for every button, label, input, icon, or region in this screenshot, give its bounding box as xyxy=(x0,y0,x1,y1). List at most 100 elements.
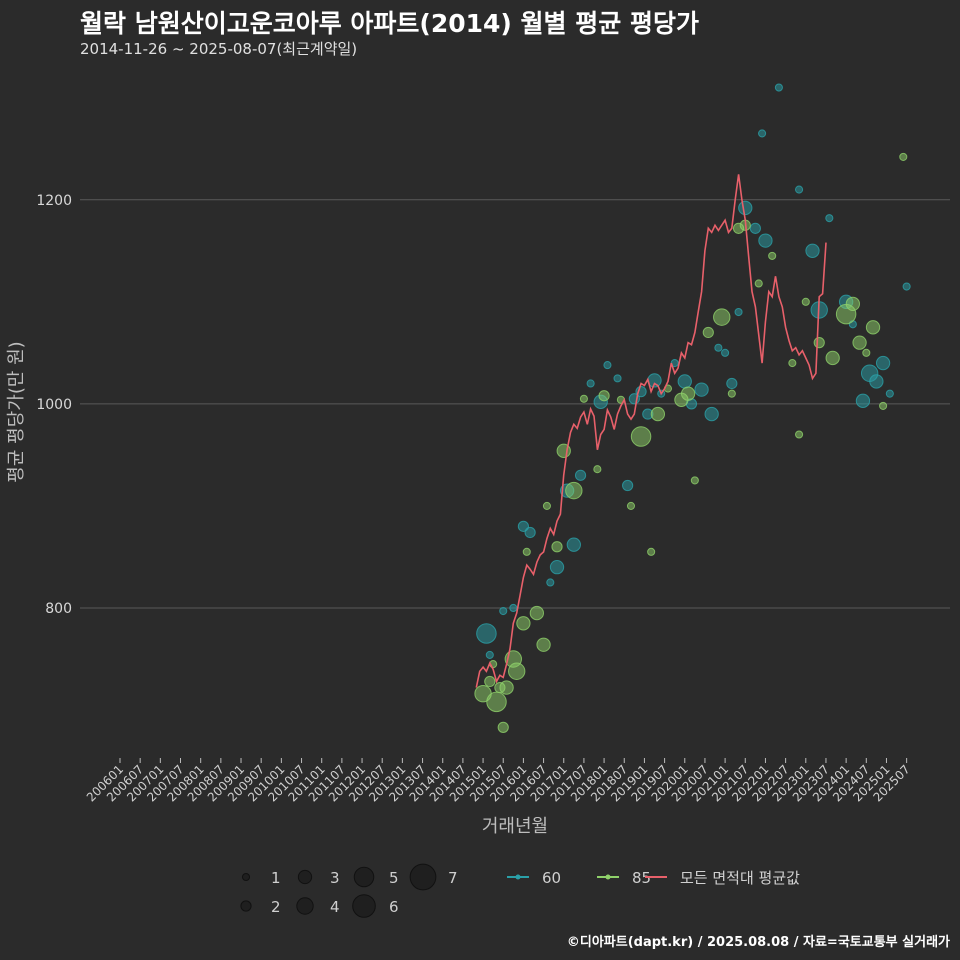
scatter-point-60 xyxy=(726,377,738,390)
scatter-point-60 xyxy=(603,361,612,370)
y-axis-ticks: 800 1000 1200 xyxy=(36,193,72,617)
scatter-point-60 xyxy=(738,200,753,216)
legend-size-label: 5 xyxy=(389,869,399,887)
scatter-point-60 xyxy=(749,222,761,234)
scatter-point-60 xyxy=(546,578,555,587)
legend-size-label: 6 xyxy=(389,898,399,916)
scatter-point-60 xyxy=(885,389,894,398)
scatter-point-85 xyxy=(702,326,714,339)
legend-series-label: 60 xyxy=(542,869,561,887)
scatter-point-60 xyxy=(586,379,595,388)
y-tick-label: 1200 xyxy=(36,193,72,209)
x-axis-label: 거래년월 xyxy=(482,816,548,837)
scatter-point-60 xyxy=(714,343,723,352)
scatter-point-85 xyxy=(516,616,531,631)
scatter-point-60 xyxy=(758,233,773,248)
scatter-point-60 xyxy=(509,603,518,613)
grid-lines xyxy=(80,199,950,609)
x-axis-ticks: 2006012006072007012007072008012008072009… xyxy=(84,758,913,805)
y-axis-label: 평균 평당가(만 원) xyxy=(6,341,27,482)
scatter-point-85 xyxy=(813,337,825,349)
scatter-point-85 xyxy=(565,481,583,500)
scatter-point-60 xyxy=(566,537,581,552)
scatter-point-85 xyxy=(795,430,804,439)
scatter-point-60 xyxy=(795,185,804,194)
legend-size-label: 2 xyxy=(271,898,281,916)
scatter-point-60 xyxy=(774,83,783,92)
scatter-point-85 xyxy=(551,541,563,553)
scatter-point-60 xyxy=(549,560,565,575)
scatter-point-85 xyxy=(768,251,777,260)
scatter-point-85 xyxy=(484,675,496,688)
scatter-point-85 xyxy=(536,637,551,652)
legend: 1 2 3 4 5 6 7 60 85 모든 면적대 평균값 xyxy=(240,863,800,918)
scatter-point-85 xyxy=(852,335,867,350)
legend-size-key xyxy=(409,863,437,891)
source-credit: ©디아파트(dapt.kr) / 2025.08.08 / 자료=국토교통부 실… xyxy=(566,935,950,950)
scatter-point-60 xyxy=(721,348,730,357)
scatter-point-85 xyxy=(825,350,840,366)
scatter-point-85 xyxy=(650,406,666,422)
scatter-point-85 xyxy=(713,308,731,326)
scatter-point-60 xyxy=(805,243,820,258)
scatter-point-60 xyxy=(869,374,884,389)
scatter-point-60 xyxy=(855,393,871,408)
scatter-point-60 xyxy=(622,479,634,492)
scatter-point-60 xyxy=(613,374,622,383)
scatter-point-85 xyxy=(647,547,656,556)
scatter-point-85 xyxy=(788,359,797,368)
legend-size-label: 7 xyxy=(448,869,458,887)
scatter-point-85 xyxy=(899,152,908,161)
legend-size-key xyxy=(352,894,376,918)
scatter-point-60 xyxy=(734,307,743,317)
scatter-point-60 xyxy=(524,526,536,539)
scatter-point-85 xyxy=(497,721,509,733)
scatter-point-60 xyxy=(758,129,767,138)
legend-size-label: 3 xyxy=(330,869,340,887)
legend-key-dot xyxy=(605,874,611,880)
scatter-point-85 xyxy=(801,297,810,306)
scatter-point-85 xyxy=(522,547,531,556)
scatter-point-85 xyxy=(529,605,545,621)
scatter-point-60 xyxy=(875,355,891,371)
scatter-point-85 xyxy=(865,320,881,335)
scatter-point-60 xyxy=(825,214,834,223)
scatter-point-60 xyxy=(677,374,692,389)
scatter-point-85 xyxy=(630,426,652,447)
scatter-point-60 xyxy=(694,382,709,397)
y-tick-label: 800 xyxy=(45,601,72,617)
scatter-point-85 xyxy=(499,680,514,695)
legend-series-label: 85 xyxy=(632,869,651,887)
scatter-point-85 xyxy=(690,476,699,485)
scatter-point-60 xyxy=(704,406,719,422)
scatter-point-85 xyxy=(626,501,636,510)
scatter-point-85 xyxy=(598,390,610,402)
scatter-point-85 xyxy=(862,348,871,357)
scatter-point-85 xyxy=(879,401,888,410)
scatter-point-85 xyxy=(486,691,507,713)
scatter-points xyxy=(474,83,911,733)
chart-subtitle: 2014-11-26 ~ 2025-08-07(최근계약일) xyxy=(80,40,358,58)
scatter-point-85 xyxy=(727,389,736,398)
scatter-point-60 xyxy=(485,650,494,659)
legend-size-key xyxy=(296,897,314,915)
legend-size-key xyxy=(241,872,251,882)
legend-series-label: 모든 면적대 평균값 xyxy=(680,869,800,887)
scatter-point-85 xyxy=(754,279,763,288)
scatter-point-85 xyxy=(680,386,696,401)
scatter-point-85 xyxy=(593,465,602,474)
average-line-group xyxy=(475,174,827,688)
legend-size-key xyxy=(353,866,375,888)
legend-size-key xyxy=(297,869,313,885)
scatter-point-60 xyxy=(499,606,508,616)
scatter-point-85 xyxy=(579,394,588,403)
average-line xyxy=(475,174,827,688)
scatter-point-85 xyxy=(845,296,861,312)
legend-size-label: 1 xyxy=(271,869,281,887)
y-tick-label: 1000 xyxy=(36,397,72,413)
scatter-point-85 xyxy=(507,662,526,680)
legend-size-key xyxy=(240,900,252,912)
chart-title: 월락 남원산이고운코아루 아파트(2014) 월별 평균 평당가 xyxy=(80,9,699,38)
scatter-point-60 xyxy=(476,623,497,644)
